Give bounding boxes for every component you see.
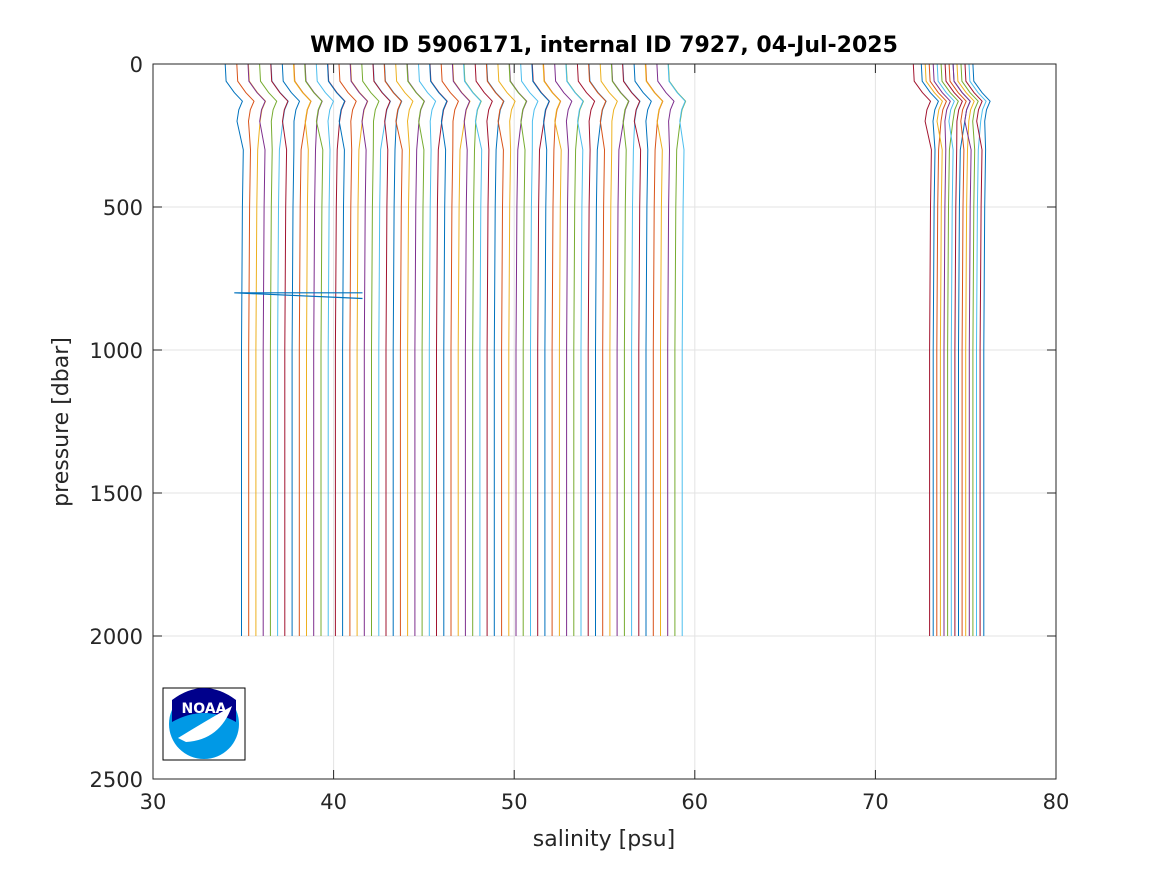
- salinity-profile-line: [497, 63, 516, 636]
- salinity-profile-line: [418, 63, 437, 636]
- salinity-profile-line: [474, 63, 493, 636]
- y-tick-label: 1500: [90, 482, 143, 506]
- salinity-profile-line: [554, 63, 573, 636]
- salinity-profile-line: [656, 63, 675, 636]
- salinity-profile-line: [508, 63, 527, 636]
- salinity-profile-line: [928, 63, 947, 636]
- salinity-profile-line: [956, 63, 975, 636]
- plot-area-border: [152, 63, 1057, 780]
- salinity-profile-line: [259, 63, 278, 636]
- salinity-profile-line: [395, 63, 414, 636]
- salinity-spike-line: [234, 292, 363, 300]
- salinity-profile-line: [281, 63, 301, 636]
- noaa-logo: NOAA: [162, 687, 246, 761]
- salinity-profile-line: [599, 63, 618, 636]
- salinity-profile-line: [920, 63, 939, 636]
- salinity-profile-line: [576, 63, 596, 636]
- salinity-profile-line: [948, 63, 967, 636]
- salinity-profile-line: [383, 63, 403, 636]
- y-tick-label: 500: [103, 196, 143, 220]
- salinity-profile-line: [960, 63, 979, 636]
- y-axis-label: pressure [dbar]: [49, 337, 74, 507]
- salinity-profile-line: [293, 63, 312, 636]
- series-layer: [224, 63, 991, 636]
- salinity-profile-line: [304, 63, 324, 636]
- salinity-profile-line: [968, 63, 987, 636]
- salinity-profile-line: [944, 63, 963, 636]
- salinity-profile-line: [451, 63, 471, 636]
- salinity-profile-line: [936, 63, 955, 636]
- salinity-profile-line: [247, 63, 266, 636]
- chart-title: WMO ID 5906171, internal ID 7927, 04-Jul…: [310, 33, 898, 58]
- salinity-profile-line: [940, 63, 959, 636]
- salinity-profile-line: [610, 63, 630, 636]
- salinity-profile-line: [361, 63, 380, 636]
- salinity-profile-line: [327, 63, 346, 636]
- salinity-profile-line: [520, 63, 539, 636]
- logo-text: NOAA: [182, 701, 227, 717]
- x-tick-label: 60: [681, 790, 708, 814]
- salinity-profile-line: [224, 63, 244, 636]
- x-tick-label: 70: [862, 790, 889, 814]
- x-tick-label: 30: [140, 790, 167, 814]
- salinity-profile-line: [372, 63, 391, 636]
- logo-wave: [178, 706, 232, 742]
- y-tick-label: 2500: [90, 768, 143, 792]
- salinity-profile-line: [964, 63, 983, 636]
- salinity-profile-line: [531, 63, 550, 636]
- salinity-profile-line: [542, 63, 562, 636]
- salinity-profile-line: [924, 63, 943, 636]
- y-tick-label: 2000: [90, 625, 143, 649]
- salinity-profile-line: [463, 63, 483, 636]
- salinity-profile-line: [406, 63, 425, 636]
- y-tick-label: 0: [130, 53, 143, 77]
- salinity-profile-line: [932, 63, 951, 636]
- grid-layer: [152, 63, 1057, 780]
- salinity-profile-line: [622, 63, 642, 636]
- salinity-profile-line: [644, 63, 664, 636]
- salinity-profile-line: [667, 63, 686, 636]
- salinity-profile-line: [270, 63, 289, 636]
- salinity-profile-line: [349, 63, 368, 636]
- salinity-profile-line: [440, 63, 459, 636]
- salinity-profile-line: [338, 63, 357, 636]
- salinity-profile-line: [588, 63, 607, 636]
- salinity-profile-line: [485, 63, 505, 636]
- x-tick-label: 50: [501, 790, 528, 814]
- salinity-profile-line: [315, 63, 334, 636]
- salinity-profile-line: [633, 63, 652, 636]
- salinity-profile-line: [972, 63, 991, 636]
- salinity-profile-line: [912, 63, 932, 636]
- x-axis-label: salinity [psu]: [533, 827, 675, 852]
- salinity-profile-line: [952, 63, 972, 636]
- x-tick-label: 40: [320, 790, 347, 814]
- salinity-profile-line: [565, 63, 584, 636]
- x-tick-label: 80: [1043, 790, 1070, 814]
- y-tick-label: 1000: [90, 339, 143, 363]
- salinity-profile-line: [236, 63, 255, 636]
- salinity-profile-line: [429, 63, 448, 636]
- axes-layer: 30 40 50 60 70 80 0 500 1000 1500 2000 2500: [90, 53, 1070, 814]
